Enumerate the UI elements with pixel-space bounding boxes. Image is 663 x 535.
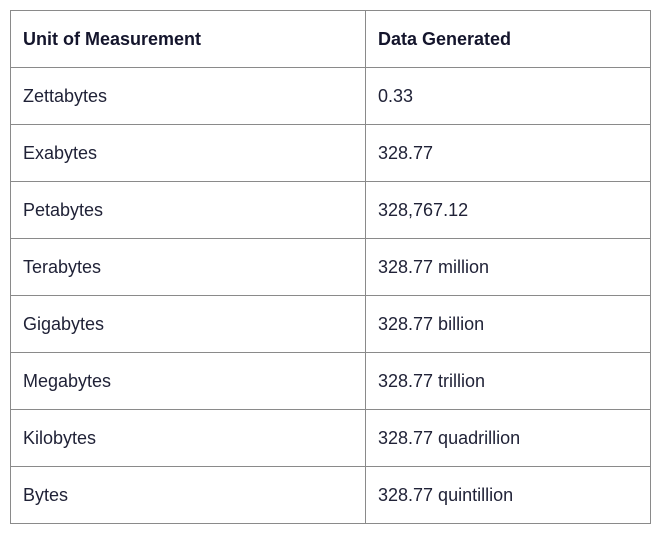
- unit-cell: Terabytes: [10, 238, 366, 296]
- unit-cell: Petabytes: [10, 181, 366, 239]
- data-generated-cell: 328.77 quadrillion: [365, 409, 651, 467]
- unit-cell: Gigabytes: [10, 295, 366, 353]
- data-generated-cell: 328.77 trillion: [365, 352, 651, 410]
- table-row: Exabytes 328.77: [10, 124, 651, 182]
- unit-cell: Kilobytes: [10, 409, 366, 467]
- unit-cell: Megabytes: [10, 352, 366, 410]
- table-row: Gigabytes 328.77 billion: [10, 295, 651, 353]
- column-header-data-generated: Data Generated: [365, 10, 651, 68]
- table-row: Bytes 328.77 quintillion: [10, 466, 651, 524]
- data-generated-cell: 0.33: [365, 67, 651, 125]
- table-row: Zettabytes 0.33: [10, 67, 651, 125]
- table-row: Megabytes 328.77 trillion: [10, 352, 651, 410]
- table-row: Kilobytes 328.77 quadrillion: [10, 409, 651, 467]
- column-header-unit: Unit of Measurement: [10, 10, 366, 68]
- unit-cell: Bytes: [10, 466, 366, 524]
- unit-cell: Zettabytes: [10, 67, 366, 125]
- table-row: Petabytes 328,767.12: [10, 181, 651, 239]
- data-generated-cell: 328.77 million: [365, 238, 651, 296]
- data-generated-cell: 328.77 billion: [365, 295, 651, 353]
- table-header-row: Unit of Measurement Data Generated: [10, 10, 651, 68]
- unit-cell: Exabytes: [10, 124, 366, 182]
- data-generated-cell: 328.77 quintillion: [365, 466, 651, 524]
- data-units-table: Unit of Measurement Data Generated Zetta…: [10, 10, 651, 524]
- data-generated-cell: 328,767.12: [365, 181, 651, 239]
- data-generated-cell: 328.77: [365, 124, 651, 182]
- table-row: Terabytes 328.77 million: [10, 238, 651, 296]
